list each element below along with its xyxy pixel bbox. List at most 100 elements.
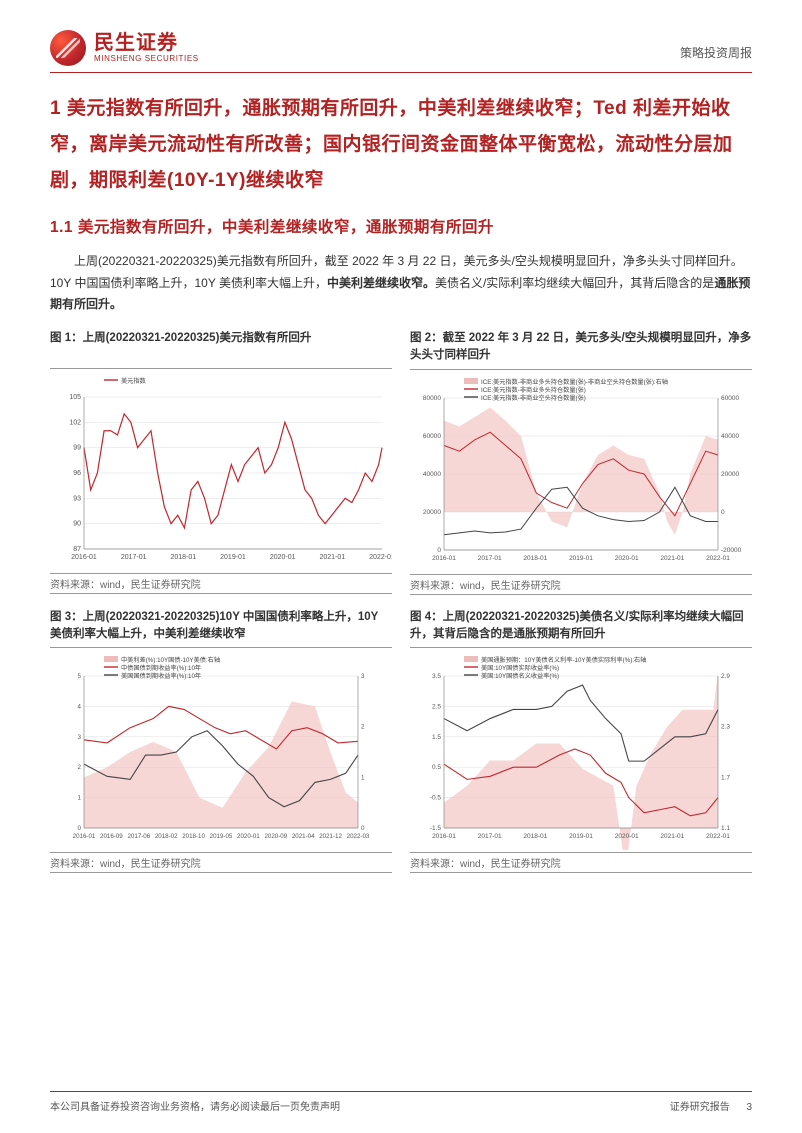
svg-text:2016-01: 2016-01 [432,833,456,840]
svg-text:102: 102 [69,419,81,426]
svg-text:2018-02: 2018-02 [155,833,178,840]
svg-text:2019-01: 2019-01 [569,555,593,562]
chart-2-title: 图 2：截至 2022 年 3 月 22 日，美元多头/空头规模明显回升，净多头… [410,330,752,365]
doc-type-label: 策略投资周报 [680,44,752,61]
svg-text:2.3: 2.3 [721,724,730,731]
svg-text:2019-01: 2019-01 [569,833,593,840]
logo-en: MINSHENG SECURITIES [94,54,199,63]
svg-text:美国:10Y国债名义收益率(%): 美国:10Y国债名义收益率(%) [481,672,559,680]
svg-text:2016-01: 2016-01 [432,555,456,562]
svg-text:1: 1 [361,774,365,781]
svg-text:20000: 20000 [721,471,739,478]
svg-text:2021-01: 2021-01 [319,554,345,561]
svg-text:2.5: 2.5 [432,703,441,710]
body-paragraph: 上周(20220321-20220325)美元指数有所回升，截至 2022 年 … [50,251,752,316]
svg-text:2020-01: 2020-01 [270,554,296,561]
svg-text:2019-05: 2019-05 [210,833,233,840]
footer-report-label: 证券研究报告 [670,1102,730,1113]
svg-text:20000: 20000 [423,509,441,516]
chart-2-block: 图 2：截至 2022 年 3 月 22 日，美元多头/空头规模明显回升，净多头… [410,330,752,595]
svg-text:4: 4 [78,703,82,710]
svg-text:3.5: 3.5 [432,673,441,680]
footer-disclaimer: 本公司具备证券投资咨询业务资格，请务必阅读最后一页免责声明 [50,1098,340,1113]
chart-2-source: 资料来源：wind，民生证券研究院 [410,574,752,595]
svg-text:0: 0 [437,547,441,554]
content-area: 1 美元指数有所回升，通胀预期有所回升，中美利差继续收窄；Ted 利差开始收窄，… [0,73,802,873]
svg-text:60000: 60000 [423,433,441,440]
svg-text:40000: 40000 [423,471,441,478]
svg-text:87: 87 [73,546,81,553]
chart-2-area: 020000400006000080000-200000200004000060… [410,372,752,572]
svg-text:美国通胀预期：10Y美债名义利率-10Y美债实际利率(%):: 美国通胀预期：10Y美债名义利率-10Y美债实际利率(%):右轴 [481,656,646,664]
svg-text:2022-01: 2022-01 [706,833,730,840]
svg-text:5: 5 [78,673,82,680]
svg-text:2022-01: 2022-01 [369,554,392,561]
svg-text:2.9: 2.9 [721,673,730,680]
svg-text:2018-01: 2018-01 [523,555,547,562]
svg-text:93: 93 [73,495,81,502]
subsection-title: 1.1 美元指数有所回升，中美利差继续收窄，通胀预期有所回升 [50,215,752,237]
svg-text:2: 2 [361,724,365,731]
svg-text:2020-01: 2020-01 [615,555,639,562]
logo-cn: 民生证券 [94,33,199,54]
chart-3-title: 图 3：上周(20220321-20220325)10Y 中国国债利率略上升，1… [50,609,392,644]
svg-text:1.1: 1.1 [721,825,730,832]
chart-1-block: 图 1：上周(20220321-20220325)美元指数有所回升 879093… [50,330,392,595]
svg-text:2021-01: 2021-01 [660,555,684,562]
para-text-2: 美债名义/实际利率均继续大幅回升，其背后隐含的是 [435,276,714,290]
svg-text:2016-09: 2016-09 [100,833,123,840]
svg-text:2022-03: 2022-03 [347,833,370,840]
svg-text:2: 2 [78,764,82,771]
svg-text:2021-12: 2021-12 [319,833,342,840]
section-title: 1 美元指数有所回升，通胀预期有所回升，中美利差继续收窄；Ted 利差开始收窄，… [50,91,752,199]
svg-text:-1.5: -1.5 [430,825,442,832]
svg-text:2022-01: 2022-01 [706,555,730,562]
svg-text:美国国债到期收益率(%):10年: 美国国债到期收益率(%):10年 [121,672,201,680]
svg-text:2020-01: 2020-01 [615,833,639,840]
svg-text:0: 0 [78,825,82,832]
chart-3-area: 01234501232016-012016-092017-062018-0220… [50,650,392,850]
svg-text:0.5: 0.5 [432,764,441,771]
svg-text:ICE:美元指数-非商业空头持仓数量(张): ICE:美元指数-非商业空头持仓数量(张) [481,394,586,402]
page-header: 民生证券 MINSHENG SECURITIES 策略投资周报 [50,0,752,73]
svg-text:2016-01: 2016-01 [71,554,97,561]
para-bold-1: 中美利差继续收窄。 [327,276,435,290]
svg-text:美元指数: 美元指数 [121,377,147,385]
svg-text:2017-01: 2017-01 [478,555,502,562]
svg-text:80000: 80000 [423,395,441,402]
svg-text:2021-04: 2021-04 [292,833,315,840]
svg-text:2017-01: 2017-01 [121,554,147,561]
svg-text:-0.5: -0.5 [430,795,442,802]
svg-text:中债国债到期收益率(%):10年: 中债国债到期收益率(%):10年 [121,664,201,672]
svg-text:ICE:美元指数-非商业多头持仓数量(张): ICE:美元指数-非商业多头持仓数量(张) [481,386,586,394]
svg-text:2020-01: 2020-01 [237,833,260,840]
charts-grid: 图 1：上周(20220321-20220325)美元指数有所回升 879093… [50,330,752,873]
svg-text:ICE:美元指数-非商业多头持仓数量(张)-非商业空头持仓数: ICE:美元指数-非商业多头持仓数量(张)-非商业空头持仓数量(张):右轴 [481,378,668,386]
svg-text:1: 1 [78,795,82,802]
svg-text:美国:10Y国债实际收益率(%): 美国:10Y国债实际收益率(%) [481,664,559,672]
svg-text:0: 0 [361,825,365,832]
logo-text: 民生证券 MINSHENG SECURITIES [94,33,199,63]
chart-1-area: 87909396991021052016-012017-012018-01201… [50,371,392,571]
svg-text:3: 3 [78,734,82,741]
svg-text:2017-01: 2017-01 [478,833,502,840]
svg-text:90: 90 [73,521,81,528]
svg-text:2018-01: 2018-01 [523,833,547,840]
chart-4-block: 图 4：上周(20220321-20220325)美债名义/实际利率均继续大幅回… [410,609,752,874]
logo-mark-icon [50,30,86,66]
svg-text:2020-09: 2020-09 [264,833,287,840]
chart-3-source: 资料来源：wind，民生证券研究院 [50,852,392,873]
svg-text:2017-06: 2017-06 [127,833,150,840]
svg-text:99: 99 [73,445,81,452]
svg-text:0: 0 [721,509,725,516]
chart-3-block: 图 3：上周(20220321-20220325)10Y 中国国债利率略上升，1… [50,609,392,874]
footer-page-number: 3 [746,1102,752,1113]
svg-text:105: 105 [69,394,81,401]
svg-text:2021-01: 2021-01 [660,833,684,840]
svg-text:2016-01: 2016-01 [73,833,96,840]
chart-4-title: 图 4：上周(20220321-20220325)美债名义/实际利率均继续大幅回… [410,609,752,644]
chart-4-source: 资料来源：wind，民生证券研究院 [410,852,752,873]
svg-text:96: 96 [73,470,81,477]
svg-text:1.7: 1.7 [721,774,730,781]
page-footer: 本公司具备证券投资咨询业务资格，请务必阅读最后一页免责声明 证券研究报告 3 [50,1091,752,1113]
